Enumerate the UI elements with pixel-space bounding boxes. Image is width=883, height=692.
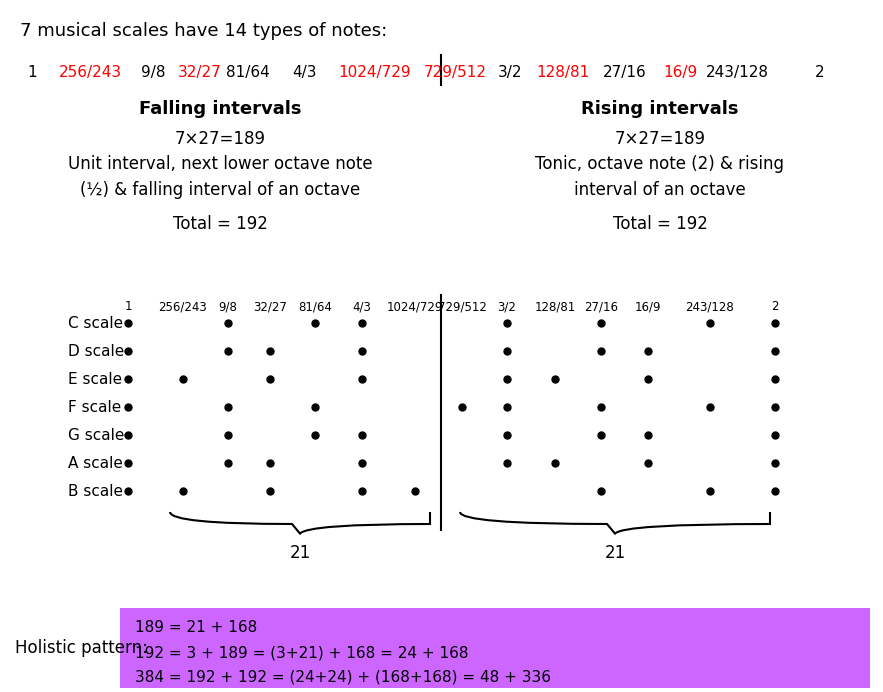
Text: 32/27: 32/27	[253, 300, 287, 313]
Text: 189 = 21 + 168: 189 = 21 + 168	[135, 620, 257, 635]
Text: 1024/729: 1024/729	[387, 300, 443, 313]
Text: 81/64: 81/64	[226, 65, 270, 80]
Text: Unit interval, next lower octave note
(½) & falling interval of an octave: Unit interval, next lower octave note (½…	[68, 155, 373, 199]
Text: 1: 1	[125, 300, 132, 313]
Text: Tonic, octave note (2) & rising
interval of an octave: Tonic, octave note (2) & rising interval…	[535, 155, 784, 199]
Text: E scale: E scale	[68, 372, 122, 387]
Text: 3/2: 3/2	[497, 300, 517, 313]
Text: 21: 21	[604, 544, 626, 562]
Text: 32/27: 32/27	[178, 65, 222, 80]
Text: 4/3: 4/3	[352, 300, 372, 313]
Text: 4/3: 4/3	[293, 65, 317, 80]
Text: 3/2: 3/2	[498, 65, 522, 80]
Text: 16/9: 16/9	[663, 65, 697, 80]
Text: 81/64: 81/64	[298, 300, 332, 313]
Text: 1: 1	[27, 65, 37, 80]
Text: 128/81: 128/81	[536, 65, 590, 80]
FancyBboxPatch shape	[120, 608, 870, 688]
Text: 9/8: 9/8	[140, 65, 165, 80]
Text: 27/16: 27/16	[584, 300, 618, 313]
Text: 21: 21	[290, 544, 311, 562]
Text: 384 = 192 + 192 = (24+24) + (168+168) = 48 + 336: 384 = 192 + 192 = (24+24) + (168+168) = …	[135, 670, 551, 685]
Text: 256/243: 256/243	[58, 65, 122, 80]
Text: F scale: F scale	[68, 399, 121, 415]
Text: D scale: D scale	[68, 343, 125, 358]
Text: 243/128: 243/128	[706, 65, 768, 80]
Text: 729/512: 729/512	[424, 65, 487, 80]
Text: 7×27=189: 7×27=189	[175, 130, 266, 148]
Text: A scale: A scale	[68, 455, 123, 471]
Text: Rising intervals: Rising intervals	[581, 100, 739, 118]
Text: 7×27=189: 7×27=189	[615, 130, 706, 148]
Text: B scale: B scale	[68, 484, 123, 498]
Text: Total = 192: Total = 192	[172, 215, 268, 233]
Text: 2: 2	[771, 300, 779, 313]
Text: 9/8: 9/8	[219, 300, 238, 313]
Text: 7 musical scales have 14 types of notes:: 7 musical scales have 14 types of notes:	[20, 22, 388, 40]
Text: C scale: C scale	[68, 316, 123, 331]
Text: 128/81: 128/81	[534, 300, 576, 313]
Text: Holistic pattern:: Holistic pattern:	[15, 639, 147, 657]
Text: G scale: G scale	[68, 428, 125, 442]
Text: 16/9: 16/9	[635, 300, 661, 313]
Text: 729/512: 729/512	[438, 300, 487, 313]
Text: Total = 192: Total = 192	[613, 215, 707, 233]
Text: 2: 2	[815, 65, 825, 80]
Text: 243/128: 243/128	[685, 300, 735, 313]
Text: 256/243: 256/243	[159, 300, 208, 313]
Text: 27/16: 27/16	[603, 65, 647, 80]
Text: Falling intervals: Falling intervals	[139, 100, 301, 118]
Text: 1024/729: 1024/729	[339, 65, 411, 80]
Text: 192 = 3 + 189 = (3+21) + 168 = 24 + 168: 192 = 3 + 189 = (3+21) + 168 = 24 + 168	[135, 645, 469, 660]
